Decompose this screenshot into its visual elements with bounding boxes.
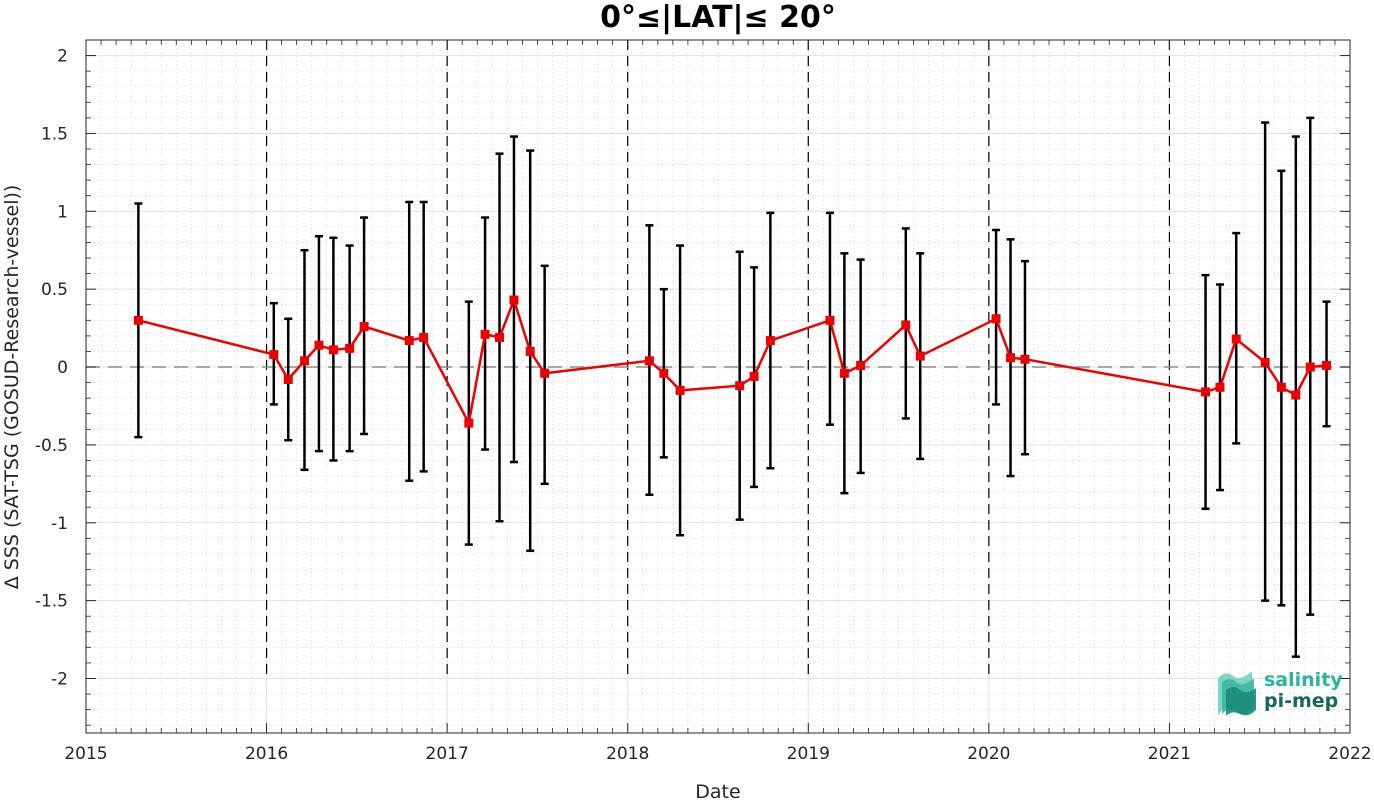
- data-point-marker: [1322, 360, 1332, 370]
- data-point-marker: [659, 368, 669, 378]
- data-point-marker: [345, 343, 355, 353]
- data-point-marker: [644, 356, 654, 366]
- grid: [85, 39, 1351, 733]
- data-point-marker: [1215, 382, 1225, 392]
- data-point-marker: [283, 374, 293, 384]
- data-point-marker: [133, 315, 143, 325]
- x-tick-labels: 2015 2016 2017 2018 2019 2020 2021 2022: [64, 744, 1371, 764]
- data-point-marker: [1201, 387, 1211, 397]
- data-point-marker: [525, 346, 535, 356]
- data-point-marker: [1020, 354, 1030, 364]
- data-point-marker: [991, 314, 1001, 324]
- x-axis-label: Date: [695, 781, 740, 801]
- x-tick-label: 2015: [64, 744, 107, 764]
- y-tick-label: 0: [57, 358, 68, 378]
- y-tick-label: 0.5: [41, 280, 68, 300]
- data-point-marker: [419, 332, 429, 342]
- x-tick-label: 2021: [1148, 744, 1191, 764]
- data-point-marker: [1231, 334, 1241, 344]
- data-point-marker: [1305, 362, 1315, 372]
- data-point-marker: [749, 371, 759, 381]
- y-axis-label: Δ SSS (SAT-TSG (GOSUD-Research-vessel)): [1, 185, 23, 590]
- data-point-marker: [464, 418, 474, 428]
- y-tick-label: 2: [57, 47, 68, 67]
- x-tick-label: 2017: [426, 744, 469, 764]
- data-point-marker: [735, 381, 745, 391]
- y-tick-label: -1: [51, 514, 68, 534]
- data-point-marker: [509, 295, 519, 305]
- y-tick-label: -2: [51, 669, 68, 689]
- y-tick-label: -0.5: [35, 436, 68, 456]
- axis-ticks: [85, 39, 1351, 733]
- data-point-marker: [359, 322, 369, 332]
- x-tick-label: 2019: [787, 744, 830, 764]
- y-tick-label: -1.5: [35, 592, 68, 612]
- year-dividers: [265, 40, 1171, 679]
- data-point-marker: [839, 368, 849, 378]
- data-point-marker: [269, 350, 279, 360]
- logo-text-salinity: salinity: [1264, 669, 1343, 691]
- data-point-marker: [404, 336, 414, 346]
- salinity-pi-mep-logo: salinity pi-mep: [1218, 669, 1343, 716]
- data-point-marker: [1260, 357, 1270, 367]
- data-point-marker: [314, 340, 324, 350]
- y-tick-label: 1.5: [41, 124, 68, 144]
- data-point-marker: [1006, 353, 1016, 363]
- data-point-marker: [856, 360, 866, 370]
- data-point-marker: [765, 336, 775, 346]
- logo-text-pi-mep: pi-mep: [1264, 690, 1338, 712]
- data-point-marker: [915, 351, 925, 361]
- x-tick-label: 2022: [1328, 744, 1371, 764]
- data-point-marker: [495, 332, 505, 342]
- x-tick-label: 2020: [967, 744, 1010, 764]
- data-point-marker: [328, 345, 338, 355]
- series-markers: [133, 295, 1332, 428]
- data-point-marker: [299, 356, 309, 366]
- data-point-marker: [675, 385, 685, 395]
- data-point-marker: [825, 315, 835, 325]
- x-tick-label: 2018: [606, 744, 649, 764]
- data-point-marker: [540, 368, 550, 378]
- y-tick-labels: 2 1.5 1 0.5 0 -0.5 -1 -1.5 -2: [35, 47, 68, 690]
- wave-logo-icon: [1218, 671, 1256, 716]
- data-point-marker: [1276, 382, 1286, 392]
- data-point-marker: [901, 320, 911, 330]
- data-point-marker: [1291, 390, 1301, 400]
- y-tick-label: 1: [57, 202, 68, 222]
- x-tick-label: 2016: [245, 744, 288, 764]
- chart-title: 0°≤|LAT|≤ 20°: [600, 0, 836, 35]
- data-point-marker: [480, 329, 490, 339]
